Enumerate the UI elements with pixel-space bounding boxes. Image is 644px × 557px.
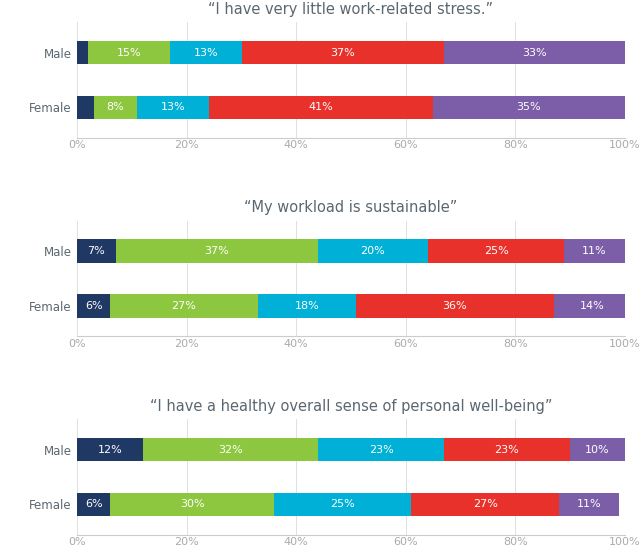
Bar	[110, 295, 258, 317]
Text: 37%: 37%	[330, 47, 355, 57]
Bar	[554, 295, 630, 317]
Text: 10%: 10%	[585, 444, 610, 455]
Bar	[77, 295, 110, 317]
Text: 12%: 12%	[98, 444, 122, 455]
Text: 25%: 25%	[484, 246, 508, 256]
Bar	[411, 493, 559, 516]
Text: 35%: 35%	[516, 102, 541, 113]
Bar	[564, 240, 625, 262]
Title: “I have a healthy overall sense of personal well-being”: “I have a healthy overall sense of perso…	[149, 399, 552, 414]
Bar	[559, 493, 619, 516]
Bar	[116, 240, 318, 262]
Bar	[77, 438, 143, 461]
Text: 7%: 7%	[88, 246, 106, 256]
Text: 23%: 23%	[369, 444, 393, 455]
Bar	[94, 96, 138, 119]
Bar	[138, 96, 209, 119]
Bar	[570, 438, 625, 461]
Bar	[318, 240, 428, 262]
Bar	[170, 41, 242, 64]
Text: 15%: 15%	[117, 47, 142, 57]
Bar	[242, 41, 444, 64]
Bar	[274, 493, 412, 516]
Text: 27%: 27%	[473, 500, 498, 510]
Bar	[88, 41, 170, 64]
Bar	[77, 96, 94, 119]
Text: 25%: 25%	[330, 500, 355, 510]
Text: 13%: 13%	[161, 102, 185, 113]
Bar	[428, 240, 564, 262]
Bar	[444, 438, 570, 461]
Text: 11%: 11%	[577, 500, 601, 510]
Text: 23%: 23%	[495, 444, 519, 455]
Text: 13%: 13%	[194, 47, 218, 57]
Text: 33%: 33%	[522, 47, 547, 57]
Text: 6%: 6%	[85, 301, 102, 311]
Bar	[77, 493, 110, 516]
Text: 8%: 8%	[107, 102, 124, 113]
Bar	[110, 493, 274, 516]
Text: 11%: 11%	[582, 246, 607, 256]
Bar	[433, 96, 625, 119]
Text: 27%: 27%	[171, 301, 196, 311]
Text: 36%: 36%	[442, 301, 468, 311]
Bar	[77, 41, 88, 64]
Bar	[444, 41, 625, 64]
Text: 41%: 41%	[308, 102, 333, 113]
Bar	[77, 240, 116, 262]
Title: “I have very little work-related stress.”: “I have very little work-related stress.…	[209, 2, 493, 17]
Bar	[258, 295, 357, 317]
Bar	[209, 96, 433, 119]
Bar	[357, 295, 554, 317]
Text: 30%: 30%	[180, 500, 205, 510]
Text: 20%: 20%	[361, 246, 385, 256]
Bar	[318, 438, 444, 461]
Text: 14%: 14%	[580, 301, 604, 311]
Text: 6%: 6%	[85, 500, 102, 510]
Text: 18%: 18%	[295, 301, 319, 311]
Text: 32%: 32%	[218, 444, 243, 455]
Title: “My workload is sustainable”: “My workload is sustainable”	[244, 201, 458, 216]
Bar	[143, 438, 318, 461]
Text: 37%: 37%	[205, 246, 229, 256]
